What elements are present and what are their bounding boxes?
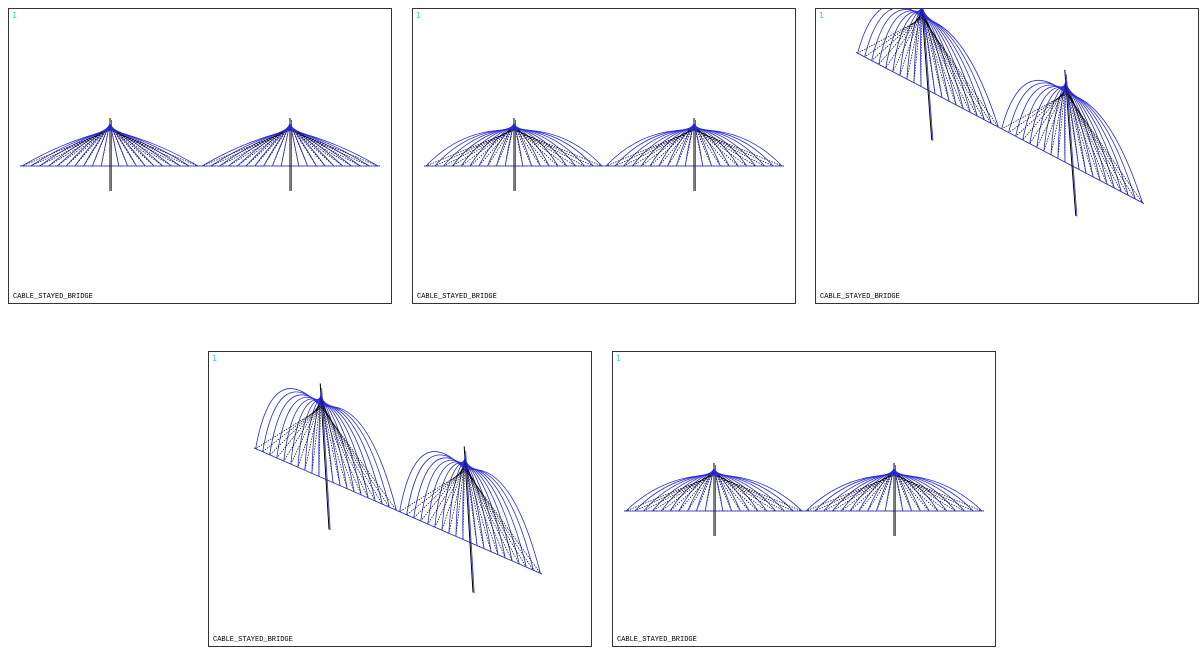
panel-caption: CABLE_STAYED_BRIDGE [213, 636, 293, 644]
panel-number: 1 [416, 11, 421, 20]
mode-panel: 1 CABLE_STAYED_BRIDGE [208, 351, 592, 647]
panel-number: 1 [616, 354, 621, 363]
panel-caption: CABLE_STAYED_BRIDGE [13, 293, 93, 301]
panel-number: 1 [12, 11, 17, 20]
panel-caption: CABLE_STAYED_BRIDGE [820, 293, 900, 301]
panel-border [9, 9, 392, 304]
panel-border [413, 9, 796, 304]
mode-panel: 1 CABLE_STAYED_BRIDGE [412, 8, 796, 304]
panel-number: 1 [819, 11, 824, 20]
panel-border [209, 352, 592, 647]
panel-caption: CABLE_STAYED_BRIDGE [417, 293, 497, 301]
panel-caption: CABLE_STAYED_BRIDGE [617, 636, 697, 644]
page: 1 CABLE_STAYED_BRIDGE 1 CABLE_STAYED_BRIDG… [0, 0, 1200, 648]
panel-number: 1 [212, 354, 217, 363]
mode-panel: 1 CABLE_STAYED_BRIDGE [8, 8, 392, 304]
mode-panel: 1 CABLE_STAYED_BRIDGE [612, 351, 996, 647]
panel-border [816, 9, 1199, 304]
panel-border [613, 352, 996, 647]
mode-panel: 1 CABLE_STAYED_BRIDGE [815, 8, 1199, 304]
